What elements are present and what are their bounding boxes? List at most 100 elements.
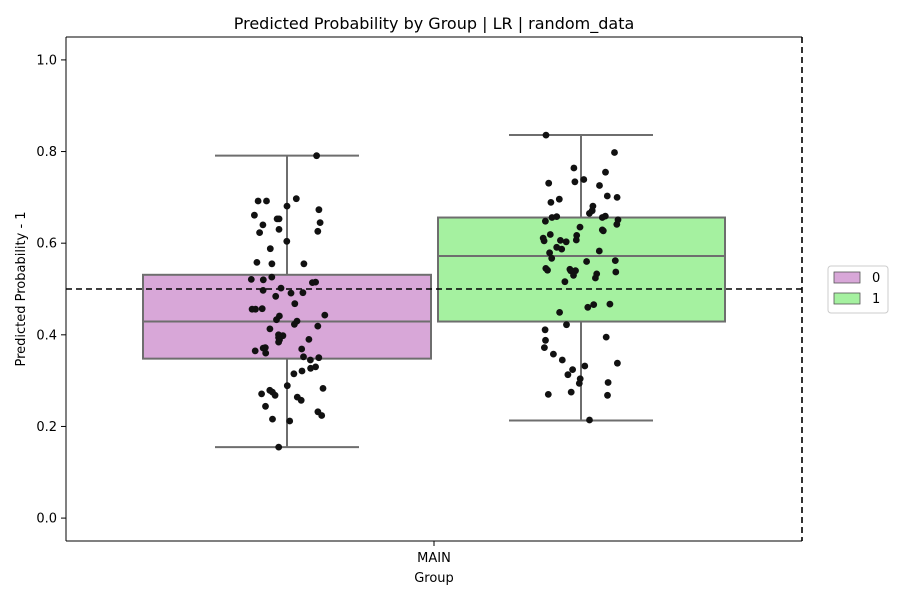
data-point bbox=[266, 245, 274, 253]
data-point bbox=[611, 257, 619, 264]
data-point bbox=[603, 192, 611, 200]
data-point bbox=[556, 309, 563, 316]
data-point bbox=[314, 322, 322, 330]
data-point bbox=[576, 223, 584, 231]
data-point bbox=[269, 415, 276, 423]
chart-title: Predicted Probability by Group | LR | ra… bbox=[234, 14, 635, 34]
data-point bbox=[286, 417, 294, 425]
data-point bbox=[571, 178, 579, 186]
data-point bbox=[297, 396, 305, 404]
data-point bbox=[321, 311, 329, 319]
data-point bbox=[277, 284, 285, 292]
data-point bbox=[611, 149, 618, 156]
box-group-1 bbox=[437, 134, 726, 422]
x-tick-label: MAIN bbox=[417, 551, 451, 566]
data-point bbox=[602, 168, 609, 176]
data-point bbox=[247, 276, 255, 283]
data-point bbox=[253, 259, 261, 266]
data-point bbox=[300, 353, 307, 361]
data-point bbox=[555, 195, 563, 203]
data-point bbox=[570, 271, 577, 279]
data-point bbox=[545, 179, 553, 187]
y-tick-label: 0.0 bbox=[36, 512, 57, 527]
data-point bbox=[271, 391, 279, 399]
data-point bbox=[254, 197, 262, 205]
data-point bbox=[268, 273, 276, 281]
x-ticks: MAIN bbox=[417, 541, 451, 566]
y-ticks: 0.0 0.2 0.4 0.6 0.8 1.0 bbox=[36, 53, 66, 527]
box-iqr bbox=[142, 273, 432, 360]
data-point bbox=[544, 391, 552, 398]
data-point bbox=[307, 356, 314, 364]
legend-swatch-0 bbox=[833, 271, 861, 284]
box-group-0 bbox=[142, 154, 432, 449]
data-point bbox=[313, 152, 320, 160]
data-point bbox=[546, 249, 553, 257]
data-point bbox=[248, 305, 256, 313]
data-point bbox=[546, 231, 554, 238]
data-point bbox=[558, 245, 566, 253]
data-point bbox=[290, 370, 298, 378]
data-point bbox=[541, 326, 549, 334]
data-point bbox=[316, 219, 324, 227]
data-point bbox=[544, 266, 551, 274]
data-point bbox=[275, 338, 282, 346]
data-point bbox=[604, 391, 611, 399]
data-point bbox=[541, 344, 548, 351]
data-point bbox=[251, 347, 259, 355]
data-point bbox=[548, 254, 556, 262]
legend-label-0: 0 bbox=[872, 271, 880, 286]
data-point bbox=[542, 336, 549, 344]
data-point bbox=[580, 176, 588, 183]
data-point bbox=[606, 300, 614, 308]
data-point bbox=[292, 195, 300, 203]
data-point bbox=[272, 292, 280, 300]
data-point bbox=[604, 379, 612, 386]
strip-points-1 bbox=[539, 131, 622, 424]
plot-area bbox=[66, 37, 803, 541]
data-point bbox=[307, 364, 314, 372]
data-point bbox=[314, 227, 322, 235]
data-point bbox=[596, 182, 603, 189]
data-point bbox=[583, 258, 590, 265]
data-point bbox=[570, 164, 578, 172]
data-point bbox=[275, 215, 283, 223]
data-point bbox=[602, 333, 610, 341]
data-point bbox=[613, 221, 621, 228]
data-point bbox=[315, 206, 323, 214]
data-point bbox=[572, 236, 580, 244]
data-point bbox=[275, 226, 283, 233]
data-point bbox=[259, 221, 267, 229]
data-point bbox=[251, 211, 258, 219]
data-point bbox=[547, 199, 555, 206]
data-point bbox=[283, 202, 291, 210]
data-point bbox=[291, 300, 299, 308]
data-point bbox=[268, 260, 276, 268]
data-point bbox=[263, 197, 270, 205]
data-point bbox=[258, 390, 265, 398]
data-point bbox=[550, 350, 557, 358]
data-point bbox=[548, 214, 556, 221]
data-point bbox=[273, 316, 280, 324]
y-tick-label: 0.8 bbox=[36, 145, 57, 160]
data-point bbox=[291, 320, 298, 328]
data-point bbox=[562, 238, 570, 246]
data-point bbox=[298, 345, 306, 353]
data-point bbox=[561, 278, 569, 286]
data-point bbox=[592, 274, 599, 282]
x-axis-title: Group bbox=[414, 571, 454, 586]
data-point bbox=[298, 367, 306, 375]
y-tick-label: 0.4 bbox=[36, 328, 57, 343]
data-point bbox=[614, 359, 621, 367]
data-point bbox=[256, 229, 263, 237]
data-point bbox=[586, 210, 593, 217]
data-point bbox=[315, 354, 323, 362]
legend: 0 1 bbox=[827, 265, 889, 314]
data-point bbox=[567, 388, 575, 396]
data-point bbox=[283, 382, 291, 390]
strip-points-0 bbox=[247, 152, 329, 451]
data-point bbox=[558, 356, 566, 364]
data-point bbox=[595, 247, 603, 255]
data-point bbox=[318, 412, 326, 419]
data-point bbox=[262, 402, 269, 410]
